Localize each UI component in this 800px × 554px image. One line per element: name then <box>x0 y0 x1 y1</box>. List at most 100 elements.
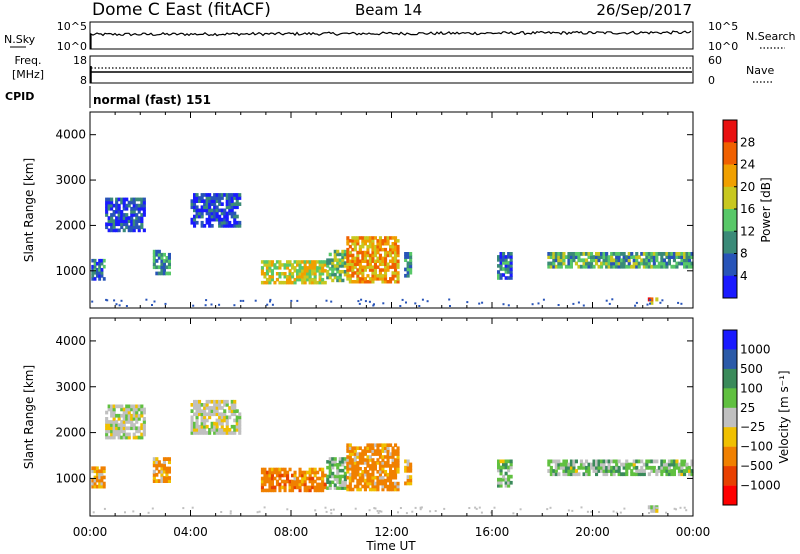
echo-cell <box>351 464 355 468</box>
echo-cell <box>384 277 388 281</box>
echo-cell <box>107 426 111 431</box>
echo-cell <box>381 449 385 453</box>
echo-cell <box>346 475 350 480</box>
echo-cell <box>627 264 631 269</box>
echo-cell <box>569 252 573 256</box>
echo-cell <box>386 250 390 255</box>
echo-cell <box>371 472 375 477</box>
echo-cell <box>132 426 136 431</box>
echo-cell <box>328 252 332 257</box>
echo-cell <box>557 472 561 477</box>
echo-cell <box>602 462 606 467</box>
echo-cell <box>346 277 350 281</box>
echo-cell <box>622 261 626 266</box>
echo-cell <box>291 473 295 478</box>
echo-cell <box>667 462 671 467</box>
echo-cell <box>363 250 367 255</box>
echo-cell <box>391 481 395 486</box>
echo-cell <box>301 260 305 264</box>
echo-cell <box>110 222 114 227</box>
echo-cell <box>368 236 372 240</box>
echo-cell <box>680 255 684 259</box>
echo-cell <box>100 475 104 480</box>
echo-cell <box>328 465 332 470</box>
echo-cell <box>622 252 626 256</box>
echo-cell <box>223 403 227 407</box>
echo-cell <box>283 275 287 279</box>
echo-cell <box>650 465 654 470</box>
echo-cell <box>117 423 121 427</box>
echo-cell <box>218 303 221 306</box>
nave-tick-top: 60 <box>708 54 722 67</box>
echo-cell <box>502 459 506 464</box>
echo-cell <box>389 472 393 477</box>
echo-cell <box>394 475 398 480</box>
echo-cell <box>406 255 410 259</box>
echo-cell <box>273 488 277 493</box>
echo-cell <box>346 256 350 261</box>
echo-cell <box>293 280 297 285</box>
echo-cell <box>238 421 242 426</box>
echo-cell <box>373 274 377 278</box>
echo-cell <box>647 472 651 477</box>
echo-cell <box>627 255 631 259</box>
echo-cell <box>135 417 139 421</box>
echo-cell <box>378 461 382 465</box>
echo-cell <box>157 469 161 474</box>
echo-cell <box>328 483 332 487</box>
echo-cell <box>650 300 654 305</box>
echo-cell <box>497 483 501 488</box>
echo-cell <box>371 265 375 269</box>
echo-cell <box>474 506 477 509</box>
echo-cell <box>587 264 591 269</box>
echo-cell <box>228 202 232 206</box>
echo-cell <box>311 263 315 267</box>
echo-cell <box>195 412 199 417</box>
echo-cell <box>117 228 121 233</box>
echo-cell <box>325 299 328 302</box>
echo-cell <box>667 459 671 464</box>
echo-cell <box>373 475 377 480</box>
echo-cell <box>504 483 508 488</box>
echo-cell <box>366 446 370 450</box>
colorbar-tick-label: 25 <box>740 401 755 415</box>
echo-cell <box>155 463 159 468</box>
echo-cell <box>91 271 95 275</box>
echo-cell <box>140 435 144 440</box>
echo-cell <box>363 253 367 258</box>
echo-cell <box>193 217 197 222</box>
echo-cell <box>165 472 169 477</box>
echo-cell <box>557 459 561 464</box>
echo-cell <box>157 265 161 270</box>
echo-cell <box>361 265 365 269</box>
echo-cell <box>120 225 124 230</box>
echo-cell <box>409 264 413 269</box>
echo-cell <box>499 471 503 476</box>
echo-cell <box>348 458 352 462</box>
echo-cell <box>363 458 367 462</box>
echo-cell <box>557 252 561 256</box>
echo-cell <box>567 261 571 266</box>
echo-cell <box>323 269 327 273</box>
colorbar-segment <box>723 120 737 143</box>
echo-cell <box>389 470 393 474</box>
nsky-frame <box>89 21 694 50</box>
echo-cell <box>130 213 134 217</box>
echo-cell <box>238 412 242 417</box>
echo-cell <box>547 459 551 464</box>
echo-cell <box>336 275 340 280</box>
echo-cell <box>122 423 126 427</box>
echo-cell <box>378 256 382 261</box>
echo-cell <box>233 431 237 435</box>
echo-cell <box>391 470 395 474</box>
echo-cell <box>683 472 687 477</box>
echo-cell <box>590 264 594 269</box>
echo-cell <box>371 274 375 278</box>
time-tick-label: 08:00 <box>274 525 309 539</box>
echo-cell <box>190 409 194 413</box>
echo-cell <box>208 205 212 210</box>
echo-cell <box>353 461 357 465</box>
echo-cell <box>358 302 361 305</box>
echo-cell <box>557 462 561 467</box>
